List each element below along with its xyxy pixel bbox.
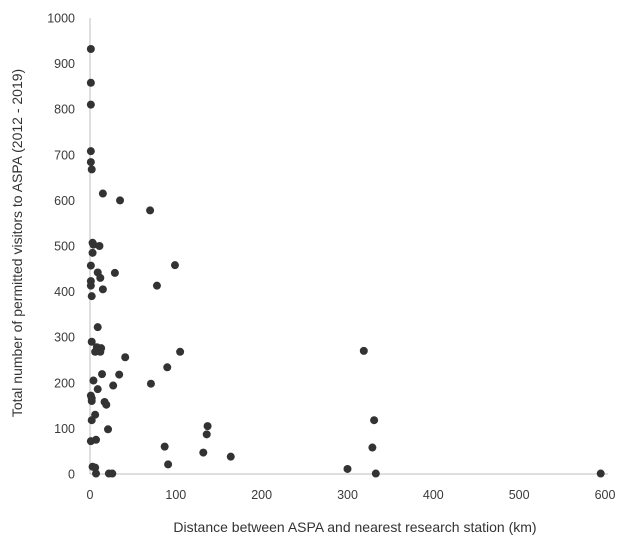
data-point <box>87 165 96 174</box>
data-point <box>203 422 212 431</box>
data-point <box>108 469 117 478</box>
y-tick-label: 400 <box>54 285 75 299</box>
x-tick-label: 400 <box>423 488 444 502</box>
data-point <box>98 189 107 198</box>
data-point <box>86 100 95 109</box>
data-point <box>86 281 95 290</box>
data-point <box>89 240 98 249</box>
data-point <box>163 363 172 372</box>
data-point <box>109 381 118 390</box>
data-point <box>160 442 169 451</box>
y-tick-label: 500 <box>54 240 75 254</box>
data-point <box>86 45 95 54</box>
y-tick-label: 1000 <box>47 12 75 26</box>
data-point <box>146 379 155 388</box>
x-tick-label: 0 <box>87 488 94 502</box>
data-point <box>92 469 101 478</box>
data-point <box>87 416 96 425</box>
y-tick-label: 300 <box>54 331 75 345</box>
data-point <box>368 443 377 452</box>
data-point <box>87 397 96 406</box>
x-tick-label: 600 <box>595 488 616 502</box>
y-tick-label: 900 <box>54 57 75 71</box>
x-tick-label: 200 <box>251 488 272 502</box>
data-point <box>87 337 96 346</box>
x-tick-label: 100 <box>165 488 186 502</box>
data-point <box>89 376 98 385</box>
data-point <box>152 281 161 290</box>
y-axis-ticks: 0 100 200 300 400 500 600 700 800 900 1000 <box>47 12 75 482</box>
data-points <box>86 45 605 478</box>
data-point <box>116 196 125 205</box>
x-tick-label: 300 <box>337 488 358 502</box>
y-tick-label: 200 <box>54 376 75 390</box>
data-point <box>98 370 107 379</box>
data-point <box>343 464 352 473</box>
y-tick-label: 0 <box>68 468 75 482</box>
data-point <box>93 323 102 332</box>
data-point <box>202 430 211 439</box>
data-point <box>96 273 105 282</box>
y-tick-label: 700 <box>54 148 75 162</box>
data-point <box>86 158 95 167</box>
data-point <box>96 347 105 356</box>
data-point <box>371 469 380 478</box>
data-point <box>370 416 379 425</box>
data-point <box>170 261 179 270</box>
data-point <box>199 448 208 457</box>
data-point <box>91 463 100 472</box>
data-point <box>87 292 96 301</box>
x-tick-label: 500 <box>509 488 530 502</box>
data-point <box>86 261 95 270</box>
data-point <box>596 469 605 478</box>
data-point <box>88 248 97 257</box>
y-tick-label: 100 <box>54 422 75 436</box>
data-point <box>226 452 235 461</box>
data-point <box>115 370 124 379</box>
data-point <box>176 347 185 356</box>
y-tick-label: 600 <box>54 194 75 208</box>
data-point <box>86 147 95 156</box>
x-axis-ticks: 0 100 200 300 400 500 600 <box>87 488 616 502</box>
data-point <box>98 285 107 294</box>
data-point <box>93 385 102 394</box>
data-point <box>102 400 111 409</box>
data-point <box>110 268 119 277</box>
data-point <box>104 425 113 434</box>
data-point <box>86 78 95 87</box>
y-axis-title: Total number of permitted visitors to AS… <box>9 69 25 417</box>
y-tick-label: 800 <box>54 103 75 117</box>
data-point <box>359 346 368 355</box>
data-point <box>86 437 95 446</box>
chart-axes <box>89 18 608 475</box>
data-point <box>164 460 173 469</box>
x-axis-title: Distance between ASPA and nearest resear… <box>173 519 536 535</box>
data-point <box>95 242 104 250</box>
data-point <box>146 206 155 215</box>
data-point <box>121 353 130 362</box>
